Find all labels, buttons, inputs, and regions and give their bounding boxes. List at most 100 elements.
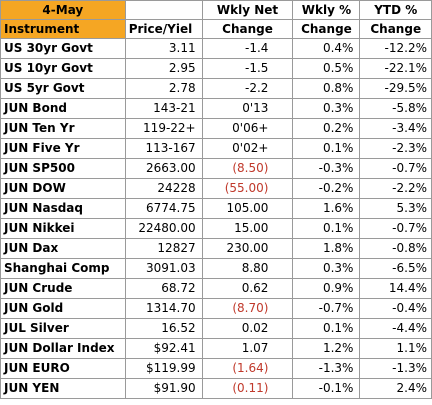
price-cell[interactable]: 22480.00 bbox=[124, 218, 203, 239]
wkly-net-change-cell[interactable]: 0'06+ bbox=[201, 118, 294, 139]
wkly-pct-change-cell[interactable]: 0.3% bbox=[292, 258, 361, 279]
price-cell[interactable]: 6774.75 bbox=[124, 198, 203, 219]
wkly-pct-header-line1[interactable]: Wkly % bbox=[292, 0, 361, 20]
price-cell[interactable]: 12827 bbox=[124, 238, 203, 259]
wkly-net-change-cell[interactable]: -2.2 bbox=[201, 78, 294, 99]
price-cell[interactable]: 3091.03 bbox=[124, 258, 203, 279]
instrument-cell[interactable]: JUN Crude bbox=[0, 278, 126, 299]
instrument-cell[interactable]: JUN Ten Yr bbox=[0, 118, 126, 139]
price-cell[interactable]: $91.90 bbox=[124, 378, 203, 399]
blank-header-cell[interactable] bbox=[124, 0, 203, 20]
wkly-pct-change-cell[interactable]: 0.8% bbox=[292, 78, 361, 99]
wkly-net-change-cell[interactable]: 0'02+ bbox=[201, 138, 294, 159]
ytd-pct-change-cell[interactable]: -0.8% bbox=[359, 238, 432, 259]
price-cell[interactable]: $119.99 bbox=[124, 358, 203, 379]
wkly-pct-change-cell[interactable]: 0.1% bbox=[292, 218, 361, 239]
price-cell[interactable]: 119-22+ bbox=[124, 118, 203, 139]
wkly-pct-change-cell[interactable]: 0.5% bbox=[292, 58, 361, 79]
instrument-cell[interactable]: JUN EURO bbox=[0, 358, 126, 379]
wkly-pct-change-cell[interactable]: 0.4% bbox=[292, 38, 361, 59]
price-cell[interactable]: 16.52 bbox=[124, 318, 203, 339]
ytd-pct-change-cell[interactable]: -12.2% bbox=[359, 38, 432, 59]
ytd-pct-change-cell[interactable]: -22.1% bbox=[359, 58, 432, 79]
wkly-net-change-cell[interactable]: -1.5 bbox=[201, 58, 294, 79]
instrument-cell[interactable]: JUN Dollar Index bbox=[0, 338, 126, 359]
wkly-pct-change-cell[interactable]: -0.3% bbox=[292, 158, 361, 179]
price-cell[interactable]: 2.78 bbox=[124, 78, 203, 99]
instrument-cell[interactable]: US 10yr Govt bbox=[0, 58, 126, 79]
wkly-net-change-cell[interactable]: 0.62 bbox=[201, 278, 294, 299]
ytd-pct-change-cell[interactable]: -0.4% bbox=[359, 298, 432, 319]
ytd-pct-change-cell[interactable]: -29.5% bbox=[359, 78, 432, 99]
price-cell[interactable]: 2.95 bbox=[124, 58, 203, 79]
instrument-header[interactable]: Instrument bbox=[0, 19, 126, 39]
ytd-pct-change-cell[interactable]: -2.2% bbox=[359, 178, 432, 199]
ytd-pct-change-cell[interactable]: -6.5% bbox=[359, 258, 432, 279]
price-cell[interactable]: 68.72 bbox=[124, 278, 203, 299]
ytd-pct-header-line1[interactable]: YTD % bbox=[359, 0, 432, 20]
wkly-net-change-cell[interactable]: 8.80 bbox=[201, 258, 294, 279]
wkly-pct-change-cell[interactable]: 1.2% bbox=[292, 338, 361, 359]
wkly-pct-change-cell[interactable]: 0.1% bbox=[292, 318, 361, 339]
wkly-pct-change-cell[interactable]: -0.1% bbox=[292, 378, 361, 399]
wkly-pct-change-cell[interactable]: -0.7% bbox=[292, 298, 361, 319]
instrument-cell[interactable]: Shanghai Comp bbox=[0, 258, 126, 279]
price-cell[interactable]: 113-167 bbox=[124, 138, 203, 159]
instrument-cell[interactable]: JUN Nasdaq bbox=[0, 198, 126, 219]
ytd-pct-change-cell[interactable]: 1.1% bbox=[359, 338, 432, 359]
price-cell[interactable]: 2663.00 bbox=[124, 158, 203, 179]
instrument-cell[interactable]: JUN SP500 bbox=[0, 158, 126, 179]
ytd-pct-change-cell[interactable]: -4.4% bbox=[359, 318, 432, 339]
wkly-pct-header-line2[interactable]: Change bbox=[292, 19, 361, 39]
wkly-pct-change-cell[interactable]: 1.6% bbox=[292, 198, 361, 219]
ytd-pct-change-cell[interactable]: -1.3% bbox=[359, 358, 432, 379]
wkly-pct-change-cell[interactable]: 0.2% bbox=[292, 118, 361, 139]
price-cell[interactable]: 143-21 bbox=[124, 98, 203, 119]
wkly-net-change-cell[interactable]: 0.02 bbox=[201, 318, 294, 339]
ytd-pct-change-cell[interactable]: 2.4% bbox=[359, 378, 432, 399]
ytd-pct-change-cell[interactable]: -5.8% bbox=[359, 98, 432, 119]
ytd-pct-change-cell[interactable]: -2.3% bbox=[359, 138, 432, 159]
price-cell[interactable]: 1314.70 bbox=[124, 298, 203, 319]
wkly-net-change-cell[interactable]: (8.70) bbox=[201, 298, 294, 319]
ytd-pct-change-cell[interactable]: -3.4% bbox=[359, 118, 432, 139]
instrument-cell[interactable]: JUL Silver bbox=[0, 318, 126, 339]
price-cell[interactable]: 3.11 bbox=[124, 38, 203, 59]
instrument-cell[interactable]: US 30yr Govt bbox=[0, 38, 126, 59]
ytd-pct-change-cell[interactable]: -0.7% bbox=[359, 158, 432, 179]
ytd-pct-change-cell[interactable]: 14.4% bbox=[359, 278, 432, 299]
wkly-net-change-cell[interactable]: (0.11) bbox=[201, 378, 294, 399]
wkly-net-change-cell[interactable]: (8.50) bbox=[201, 158, 294, 179]
instrument-cell[interactable]: JUN Gold bbox=[0, 298, 126, 319]
wkly-net-header-line2[interactable]: Change bbox=[201, 19, 294, 39]
instrument-cell[interactable]: JUN Bond bbox=[0, 98, 126, 119]
price-header[interactable]: Price/Yiel bbox=[124, 19, 203, 39]
instrument-cell[interactable]: JUN YEN bbox=[0, 378, 126, 399]
instrument-cell[interactable]: JUN Dax bbox=[0, 238, 126, 259]
instrument-cell[interactable]: US 5yr Govt bbox=[0, 78, 126, 99]
wkly-pct-change-cell[interactable]: 0.9% bbox=[292, 278, 361, 299]
wkly-net-change-cell[interactable]: (1.64) bbox=[201, 358, 294, 379]
wkly-net-change-cell[interactable]: 0'13 bbox=[201, 98, 294, 119]
instrument-cell[interactable]: JUN DOW bbox=[0, 178, 126, 199]
date-cell[interactable]: 4-May bbox=[0, 0, 126, 20]
wkly-net-change-cell[interactable]: 230.00 bbox=[201, 238, 294, 259]
wkly-net-change-cell[interactable]: 15.00 bbox=[201, 218, 294, 239]
wkly-net-change-cell[interactable]: -1.4 bbox=[201, 38, 294, 59]
wkly-pct-change-cell[interactable]: -1.3% bbox=[292, 358, 361, 379]
ytd-pct-header-line2[interactable]: Change bbox=[359, 19, 432, 39]
price-cell[interactable]: 24228 bbox=[124, 178, 203, 199]
wkly-pct-change-cell[interactable]: 1.8% bbox=[292, 238, 361, 259]
wkly-pct-change-cell[interactable]: 0.1% bbox=[292, 138, 361, 159]
wkly-net-change-cell[interactable]: (55.00) bbox=[201, 178, 294, 199]
price-cell[interactable]: $92.41 bbox=[124, 338, 203, 359]
wkly-net-change-cell[interactable]: 105.00 bbox=[201, 198, 294, 219]
wkly-net-header-line1[interactable]: Wkly Net bbox=[201, 0, 294, 20]
instrument-cell[interactable]: JUN Five Yr bbox=[0, 138, 126, 159]
wkly-pct-change-cell[interactable]: -0.2% bbox=[292, 178, 361, 199]
ytd-pct-change-cell[interactable]: 5.3% bbox=[359, 198, 432, 219]
ytd-pct-change-cell[interactable]: -0.7% bbox=[359, 218, 432, 239]
wkly-net-change-cell[interactable]: 1.07 bbox=[201, 338, 294, 359]
wkly-pct-change-cell[interactable]: 0.3% bbox=[292, 98, 361, 119]
instrument-cell[interactable]: JUN Nikkei bbox=[0, 218, 126, 239]
